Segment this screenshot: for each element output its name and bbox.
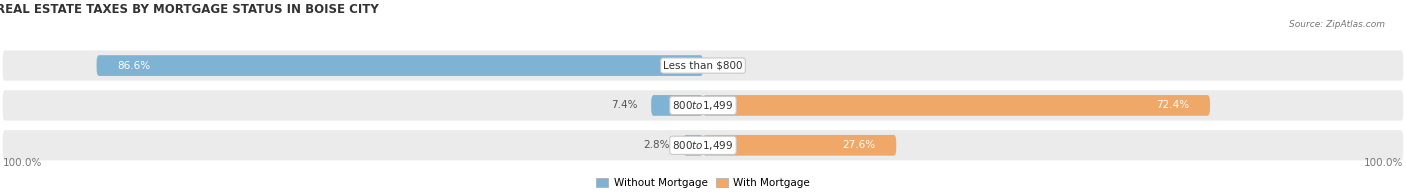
Text: Source: ZipAtlas.com: Source: ZipAtlas.com: [1289, 20, 1385, 29]
Text: REAL ESTATE TAXES BY MORTGAGE STATUS IN BOISE CITY: REAL ESTATE TAXES BY MORTGAGE STATUS IN …: [0, 3, 378, 16]
Text: $800 to $1,499: $800 to $1,499: [672, 99, 734, 112]
FancyBboxPatch shape: [703, 135, 896, 156]
Text: $800 to $1,499: $800 to $1,499: [672, 139, 734, 152]
Text: 100.0%: 100.0%: [1364, 158, 1403, 168]
Text: 27.6%: 27.6%: [842, 140, 876, 150]
FancyBboxPatch shape: [3, 130, 1403, 161]
Text: 72.4%: 72.4%: [1156, 100, 1189, 110]
Text: 7.4%: 7.4%: [610, 100, 637, 110]
Text: 100.0%: 100.0%: [3, 158, 42, 168]
Text: 86.6%: 86.6%: [118, 61, 150, 71]
FancyBboxPatch shape: [703, 95, 1211, 116]
Text: 2.8%: 2.8%: [643, 140, 669, 150]
FancyBboxPatch shape: [3, 50, 1403, 81]
FancyBboxPatch shape: [683, 135, 703, 156]
FancyBboxPatch shape: [97, 55, 703, 76]
FancyBboxPatch shape: [651, 95, 703, 116]
Legend: Without Mortgage, With Mortgage: Without Mortgage, With Mortgage: [592, 174, 814, 192]
Text: Less than $800: Less than $800: [664, 61, 742, 71]
FancyBboxPatch shape: [3, 90, 1403, 121]
